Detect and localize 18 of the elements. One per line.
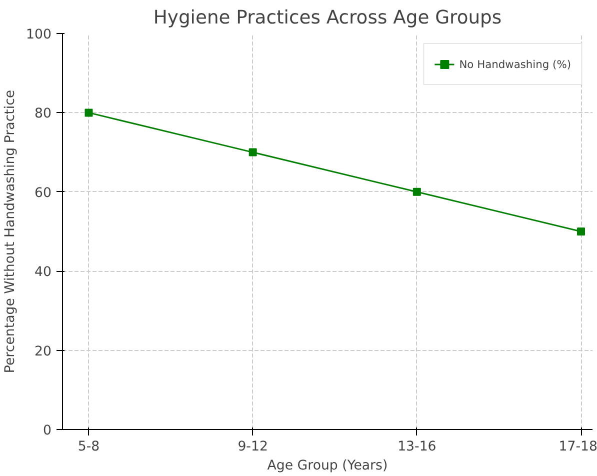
x-tick-label: 9-12 bbox=[238, 440, 268, 454]
y-tick-label: 0 bbox=[43, 424, 52, 438]
point bbox=[577, 228, 586, 236]
y-tick-label: 80 bbox=[34, 106, 52, 122]
point bbox=[248, 148, 257, 156]
chart-title: Hygiene Practices Across Age Groups bbox=[153, 8, 502, 28]
x-tick-label: 17-18 bbox=[558, 440, 597, 454]
y-tick-label: 60 bbox=[34, 186, 52, 201]
point bbox=[412, 188, 421, 196]
point bbox=[84, 108, 93, 117]
legend-label: No Handwashing (%) bbox=[459, 58, 571, 70]
y-tick-label: 40 bbox=[34, 265, 52, 280]
y-axis-title: Percentage Without Handwashing Practice bbox=[3, 90, 18, 374]
x-axis-title: Age Group (Years) bbox=[267, 458, 388, 474]
x-tick-label: 5-8 bbox=[78, 440, 100, 454]
y-tick-label: 100 bbox=[26, 28, 52, 42]
y-tick-label: 20 bbox=[34, 344, 52, 360]
x-tick-label: 13-16 bbox=[398, 440, 436, 454]
